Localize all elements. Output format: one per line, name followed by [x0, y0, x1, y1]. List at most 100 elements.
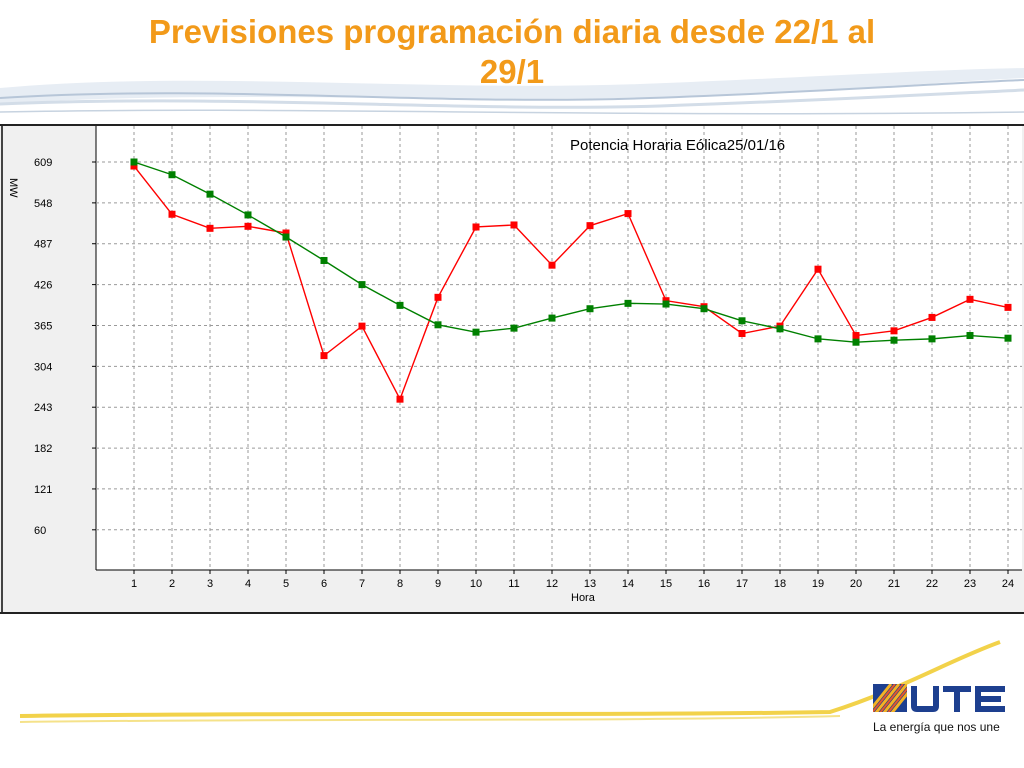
- x-tick-label: 9: [435, 578, 441, 590]
- data-point: [966, 295, 974, 303]
- data-point: [434, 293, 442, 301]
- x-tick-label: 4: [245, 578, 251, 590]
- slide-title: Previsiones programación diaria desde 22…: [0, 12, 1024, 92]
- x-tick-label: 23: [964, 578, 976, 590]
- data-point: [776, 325, 784, 333]
- x-tick-label: 16: [698, 578, 710, 590]
- data-point: [168, 210, 176, 218]
- x-tick-label: 18: [774, 578, 786, 590]
- data-point: [244, 211, 252, 219]
- x-tick-label: 6: [321, 578, 327, 590]
- grid: [92, 126, 1022, 574]
- y-tick-label: 60: [34, 525, 46, 537]
- y-tick-label: 609: [34, 157, 52, 169]
- x-tick-label: 3: [207, 578, 213, 590]
- y-tick-label: 243: [34, 402, 52, 414]
- x-tick-label: 20: [850, 578, 862, 590]
- y-axis-label: MW: [7, 178, 19, 198]
- slide-title-line2: 29/1: [479, 53, 545, 90]
- x-tick-label: 15: [660, 578, 672, 590]
- data-point: [738, 330, 746, 338]
- data-point: [1004, 303, 1012, 311]
- plot-area: [96, 126, 1022, 570]
- tagline: La energía que nos une: [873, 720, 1000, 734]
- data-point: [700, 305, 708, 313]
- x-tick-label: 21: [888, 578, 900, 590]
- x-tick-label: 12: [546, 578, 558, 590]
- chart-frame: 609 548 487 426 365 304 243 182 121 60 1 2 3 4 5 6 7 8 9 10…: [0, 124, 1024, 614]
- series-1: [130, 158, 1012, 346]
- data-point: [928, 313, 936, 321]
- data-point: [396, 301, 404, 309]
- data-point: [320, 352, 328, 360]
- series-line: [133, 165, 1009, 401]
- chart-title: Potencia Horaria Eólica25/01/16: [570, 137, 785, 154]
- y-tick-label: 121: [34, 484, 52, 496]
- y-tick-label: 365: [34, 320, 52, 332]
- data-point: [548, 261, 556, 269]
- data-point: [168, 171, 176, 179]
- data-point: [472, 223, 480, 231]
- data-point: [396, 395, 404, 403]
- x-tick-label: 2: [169, 578, 175, 590]
- x-axis-label: Hora: [571, 592, 596, 604]
- x-tick-label: 8: [397, 578, 403, 590]
- x-tick-label: 1: [131, 578, 137, 590]
- data-point: [282, 233, 290, 241]
- x-tick-label: 10: [470, 578, 482, 590]
- data-point: [966, 332, 974, 340]
- header-swoosh: [0, 68, 1024, 115]
- data-point: [472, 328, 480, 336]
- data-point: [434, 321, 442, 329]
- y-tick-label: 548: [34, 198, 52, 210]
- x-tick-label: 11: [508, 578, 519, 590]
- x-tick-label: 7: [359, 578, 365, 590]
- data-point: [890, 327, 898, 335]
- data-point: [1004, 334, 1012, 342]
- y-tick-label: 487: [34, 239, 52, 251]
- y-tick-label: 426: [34, 280, 52, 292]
- data-point: [814, 335, 822, 343]
- data-point: [358, 281, 366, 289]
- data-point: [130, 162, 138, 170]
- data-point: [586, 222, 594, 230]
- data-point: [510, 324, 518, 332]
- data-point: [206, 190, 214, 198]
- data-point: [662, 300, 670, 308]
- data-point: [510, 221, 518, 229]
- data-point: [130, 158, 138, 166]
- data-point: [282, 229, 290, 237]
- slide-title-line1: Previsiones programación diaria desde 22…: [148, 13, 876, 50]
- ute-logo-icon: [873, 684, 1005, 712]
- series-line: [133, 161, 1009, 343]
- x-tick-label: 19: [812, 578, 824, 590]
- x-tick-label: 13: [584, 578, 596, 590]
- data-point: [624, 299, 632, 307]
- data-point: [738, 317, 746, 325]
- data-point: [586, 305, 594, 313]
- x-tick-label: 14: [622, 578, 634, 590]
- data-point: [206, 224, 214, 232]
- x-tick-label: 5: [283, 578, 289, 590]
- series: [130, 158, 1012, 403]
- data-point: [928, 335, 936, 343]
- data-point: [852, 332, 860, 340]
- data-point: [814, 265, 822, 273]
- data-point: [320, 256, 328, 264]
- data-point: [852, 338, 860, 346]
- data-point: [244, 222, 252, 230]
- ute-logo: [873, 680, 1013, 740]
- data-point: [624, 210, 632, 218]
- x-tick-label: 17: [736, 578, 748, 590]
- y-tick-label: 182: [34, 443, 52, 455]
- data-point: [548, 314, 556, 322]
- data-point: [890, 336, 898, 344]
- x-tick-label: 24: [1002, 578, 1014, 590]
- data-point: [358, 322, 366, 330]
- x-tick-label: 22: [926, 578, 938, 590]
- series-0: [130, 162, 1012, 403]
- y-tick-label: 304: [34, 361, 52, 373]
